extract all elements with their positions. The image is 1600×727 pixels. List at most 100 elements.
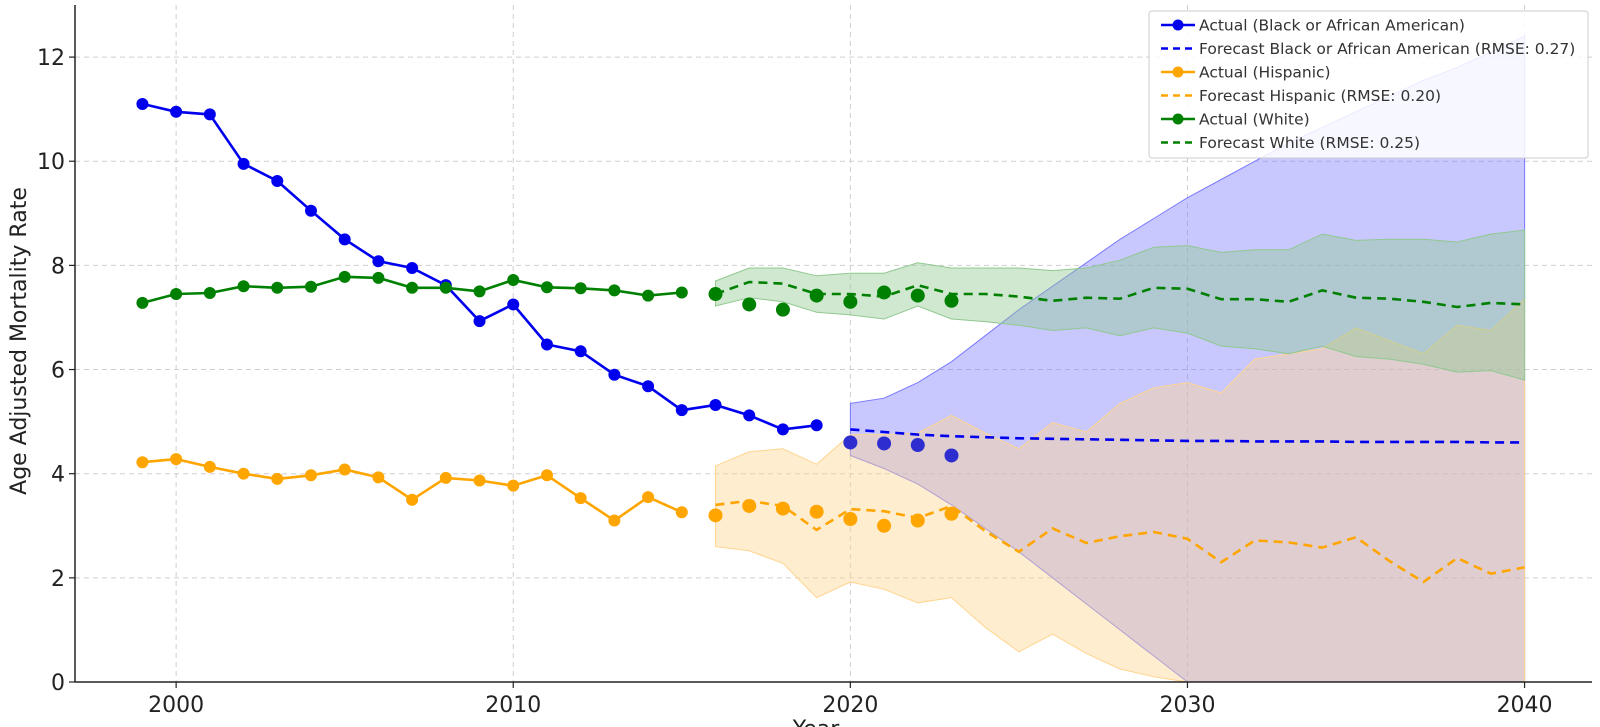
- data-point: [170, 453, 183, 466]
- legend-label: Actual (White): [1199, 111, 1310, 129]
- legend-item: Actual (Black or African American): [1161, 17, 1465, 35]
- data-point: [810, 419, 823, 432]
- forecast-line-3: [715, 499, 1525, 584]
- actual-line-2: [142, 457, 683, 523]
- data-point: [608, 368, 621, 381]
- observed-point: [910, 438, 925, 453]
- observed-point: [843, 435, 858, 450]
- legend-label: Actual (Black or African American): [1199, 17, 1465, 35]
- data-point: [574, 492, 587, 505]
- legend-label: Forecast White (RMSE: 0.25): [1199, 134, 1420, 152]
- data-point: [642, 289, 655, 302]
- observed-point: [910, 288, 925, 303]
- data-point: [271, 175, 284, 188]
- confidence-band-5: [715, 229, 1526, 381]
- legend-label: Forecast Black or African American (RMSE…: [1199, 40, 1575, 58]
- x-tick-label: 2020: [822, 693, 878, 718]
- data-point: [237, 157, 250, 170]
- data-point: [439, 471, 452, 484]
- legend-box: [1148, 10, 1589, 159]
- data-point: [304, 204, 317, 217]
- data-point: [709, 398, 722, 411]
- observed-point: [809, 288, 824, 303]
- confidence-band-layer: [715, 35, 1526, 683]
- data-point: [642, 380, 655, 393]
- data-point: [338, 463, 351, 476]
- data-point: [540, 338, 553, 351]
- observed-point: [843, 511, 858, 526]
- observed-point: [708, 508, 723, 523]
- data-point: [675, 506, 688, 519]
- data-point: [203, 286, 216, 299]
- x-tick-label: 2040: [1497, 693, 1553, 718]
- data-point: [406, 493, 419, 506]
- x-tick-label: 2030: [1159, 693, 1215, 718]
- observed-point: [944, 448, 959, 463]
- legend-item: Forecast Hispanic (RMSE: 0.20): [1161, 87, 1441, 105]
- data-point: [473, 315, 486, 328]
- data-point: [338, 270, 351, 283]
- data-point: [170, 105, 183, 118]
- x-tick-label: 2010: [485, 693, 541, 718]
- legend-label: Forecast Hispanic (RMSE: 0.20): [1199, 87, 1441, 105]
- data-point: [237, 467, 250, 480]
- data-point: [271, 281, 284, 294]
- data-point: [473, 285, 486, 298]
- data-point: [304, 469, 317, 482]
- data-point: [203, 460, 216, 473]
- data-point: [574, 345, 587, 358]
- data-point: [203, 108, 216, 121]
- legend-label: Actual (Hispanic): [1199, 64, 1331, 82]
- y-axis-label: Age Adjusted Mortality Rate: [7, 187, 32, 495]
- data-point: [507, 479, 520, 492]
- data-point: [574, 282, 587, 295]
- data-point: [439, 281, 452, 294]
- data-point: [406, 261, 419, 274]
- observed-point: [775, 302, 790, 317]
- data-point: [372, 255, 385, 268]
- data-point: [237, 280, 250, 293]
- forecast-line-1: [850, 428, 1525, 444]
- legend-item: Forecast Black or African American (RMSE…: [1161, 40, 1575, 58]
- axis-layer: 2000 2010 2020 2030 2040 0 2 4 6 8 10 12: [37, 5, 1592, 718]
- legend-swatch-marker: [1172, 19, 1184, 31]
- data-point: [136, 97, 149, 110]
- y-tick-label: 2: [51, 567, 65, 592]
- data-point: [540, 469, 553, 482]
- x-tick-label: 2000: [148, 693, 204, 718]
- y-tick-label: 6: [51, 359, 65, 384]
- y-tick-label: 8: [51, 254, 65, 279]
- observed-point: [910, 513, 925, 528]
- data-point: [372, 271, 385, 284]
- legend-item: Actual (Hispanic): [1161, 64, 1331, 82]
- observed-point: [944, 293, 959, 308]
- legend-item: Forecast White (RMSE: 0.25): [1161, 134, 1420, 152]
- observed-point: [843, 294, 858, 309]
- observed-point: [742, 297, 757, 312]
- y-tick-label: 10: [37, 150, 65, 175]
- y-tick-label: 12: [37, 46, 65, 71]
- data-point: [136, 296, 149, 309]
- observed-point: [877, 436, 892, 451]
- data-point: [642, 491, 655, 504]
- actual-line-0: [142, 102, 817, 431]
- data-point: [776, 423, 789, 436]
- data-point: [675, 286, 688, 299]
- observed-point: [877, 518, 892, 533]
- data-point: [608, 514, 621, 527]
- x-axis-label: Year: [792, 717, 841, 727]
- observed-point: [708, 287, 723, 302]
- data-point: [608, 284, 621, 297]
- y-tick-label: 0: [51, 671, 65, 696]
- observed-point: [809, 504, 824, 519]
- legend-item: Actual (White): [1161, 111, 1310, 129]
- data-point: [338, 233, 351, 246]
- data-point: [743, 409, 756, 422]
- data-point-layer: [136, 97, 959, 533]
- data-point: [271, 472, 284, 485]
- data-point: [507, 298, 520, 311]
- legend: Actual (Black or African American) Foreca…: [1148, 10, 1589, 159]
- data-point: [372, 471, 385, 484]
- observed-point: [775, 501, 790, 516]
